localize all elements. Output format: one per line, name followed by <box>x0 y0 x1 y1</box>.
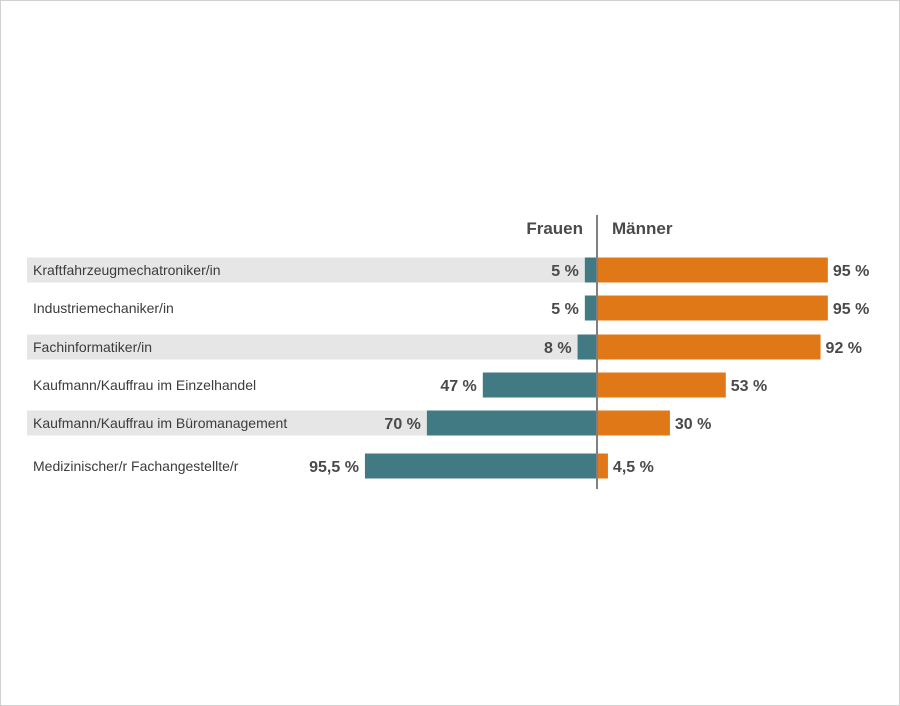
category-label: Medizinischer/r Fachangestellte/r <box>33 458 239 474</box>
bar-frauen <box>364 453 597 479</box>
row-stripe <box>27 257 597 283</box>
bar-maenner <box>597 410 670 436</box>
value-label-frauen: 95,5 % <box>309 459 359 476</box>
bar-maenner <box>597 453 608 479</box>
bars-group <box>364 257 828 479</box>
row-stripe <box>27 334 597 360</box>
value-label-frauen: 47 % <box>440 378 476 395</box>
bar-frauen <box>482 372 597 398</box>
bar-frauen <box>426 410 597 436</box>
category-label: Fachinformatiker/in <box>33 339 152 355</box>
value-label-maenner: 53 % <box>731 378 767 395</box>
bar-maenner <box>597 334 821 360</box>
category-label: Industriemechaniker/in <box>33 300 174 316</box>
value-label-frauen: 5 % <box>551 301 579 318</box>
value-label-maenner: 95 % <box>833 263 869 280</box>
bar-maenner <box>597 257 828 283</box>
category-label: Kaufmann/Kauffrau im Büromanagement <box>33 415 287 431</box>
value-label-maenner: 30 % <box>675 416 711 433</box>
bar-maenner <box>597 295 828 321</box>
bar-frauen <box>577 334 597 360</box>
value-label-frauen: 8 % <box>544 340 572 357</box>
category-label: Kaufmann/Kauffrau im Einzelhandel <box>33 377 256 393</box>
value-label-frauen: 5 % <box>551 263 579 280</box>
value-label-maenner: 92 % <box>826 340 862 357</box>
value-label-maenner: 95 % <box>833 301 869 318</box>
value-label-maenner: 4,5 % <box>613 459 654 476</box>
header-maenner: Männer <box>612 219 673 238</box>
category-label: Kraftfahrzeugmechatroniker/in <box>33 262 221 278</box>
bar-frauen <box>584 295 597 321</box>
labels-group: Kraftfahrzeugmechatroniker/in 5 % 95 % Indu… <box>33 262 869 476</box>
header-frauen: Frauen <box>526 219 583 238</box>
bar-maenner <box>597 372 726 398</box>
bar-frauen <box>584 257 597 283</box>
value-label-frauen: 70 % <box>384 416 420 433</box>
